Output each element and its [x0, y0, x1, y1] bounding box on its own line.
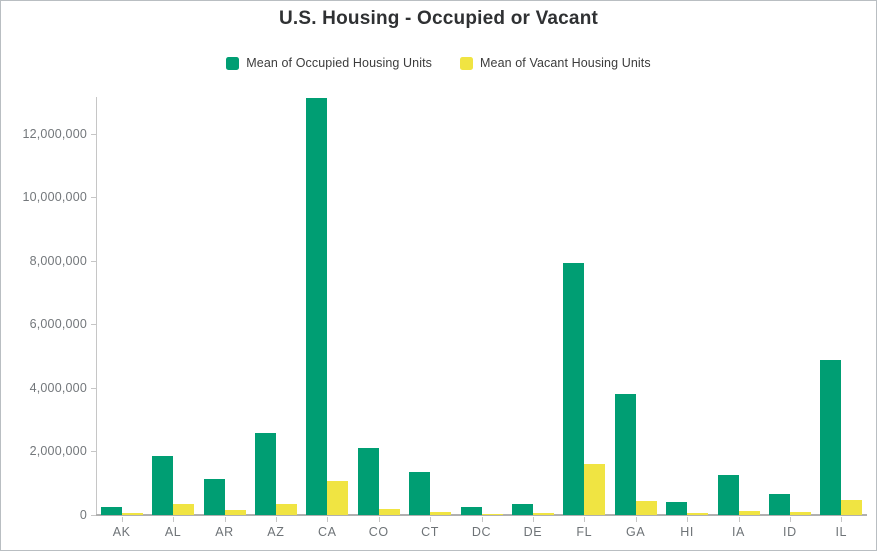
y-axis-tick: [91, 515, 96, 516]
bar-vacant-id[interactable]: [789, 512, 811, 515]
bar-vacant-ar[interactable]: [224, 510, 246, 515]
bar-occupied-hi[interactable]: [666, 502, 688, 515]
y-tick-label: 12,000,000: [22, 126, 87, 141]
legend-item-vacant[interactable]: Mean of Vacant Housing Units: [460, 56, 651, 70]
x-axis-tick: [841, 517, 843, 522]
x-axis-label-ca: CA: [318, 525, 337, 539]
x-axis-tick: [173, 517, 175, 522]
x-axis-label-fl: FL: [576, 525, 593, 539]
x-axis-label-ct: CT: [421, 525, 440, 539]
x-axis-tick: [532, 517, 534, 522]
y-tick-label: 8,000,000: [29, 253, 87, 268]
bar-vacant-ak[interactable]: [121, 513, 143, 515]
x-axis-label-id: ID: [783, 525, 797, 539]
x-axis-tick: [275, 517, 277, 522]
bar-occupied-id[interactable]: [768, 494, 790, 515]
x-axis-tick: [687, 517, 689, 522]
bar-vacant-fl[interactable]: [584, 464, 606, 515]
bar-vacant-ga[interactable]: [635, 501, 657, 515]
bar-vacant-ia[interactable]: [738, 511, 760, 515]
y-axis-tick: [91, 387, 96, 389]
legend-swatch-vacant-icon: [460, 56, 473, 70]
bar-occupied-ga[interactable]: [614, 394, 636, 515]
x-axis-tick: [584, 517, 586, 522]
y-tick-label: 10,000,000: [22, 190, 87, 205]
x-axis-tick: [378, 517, 380, 522]
y-axis-tick: [91, 197, 96, 199]
bar-occupied-az[interactable]: [254, 433, 276, 515]
y-axis-tick: [91, 451, 96, 453]
bar-occupied-ak[interactable]: [100, 507, 122, 515]
x-axis-label-il: IL: [835, 525, 848, 539]
bar-vacant-de[interactable]: [532, 513, 554, 515]
legend-item-occupied[interactable]: Mean of Occupied Housing Units: [226, 56, 432, 70]
y-tick-label: 6,000,000: [29, 317, 87, 332]
bar-occupied-dc[interactable]: [460, 507, 482, 515]
x-axis-label-ak: AK: [112, 525, 131, 539]
y-tick-label: 0: [79, 508, 87, 522]
x-axis-label-az: AZ: [267, 525, 285, 539]
x-axis-tick: [224, 517, 226, 522]
bar-occupied-co[interactable]: [357, 448, 379, 515]
bar-occupied-ct[interactable]: [409, 472, 431, 515]
x-axis-label-dc: DC: [471, 525, 492, 539]
x-axis-tick: [430, 517, 432, 522]
x-axis-line: [96, 514, 867, 516]
chart-title: U.S. Housing - Occupied or Vacant: [278, 8, 599, 29]
bar-occupied-al[interactable]: [152, 456, 174, 515]
bar-occupied-ia[interactable]: [717, 475, 739, 515]
y-axis-tick: [91, 133, 96, 135]
legend-label-vacant: Mean of Vacant Housing Units: [480, 56, 651, 70]
x-axis-tick: [738, 517, 740, 522]
x-axis-tick: [121, 517, 123, 522]
bar-occupied-de[interactable]: [511, 504, 533, 515]
x-axis-label-ar: AR: [215, 525, 234, 539]
bar-vacant-ca[interactable]: [327, 481, 349, 515]
bar-vacant-dc[interactable]: [481, 514, 503, 515]
y-tick-label: 2,000,000: [29, 444, 87, 459]
x-axis-tick: [635, 517, 637, 522]
bar-vacant-co[interactable]: [378, 509, 400, 515]
bar-vacant-al[interactable]: [173, 504, 195, 515]
bar-occupied-fl[interactable]: [563, 263, 585, 515]
x-axis-label-de: DE: [523, 525, 543, 539]
bar-vacant-az[interactable]: [275, 504, 297, 515]
x-axis-tick: [327, 517, 329, 522]
x-axis-label-ga: GA: [626, 525, 646, 539]
y-axis-tick: [91, 260, 96, 262]
x-axis-tick: [481, 517, 483, 522]
x-axis-label-co: CO: [368, 525, 389, 539]
legend-label-occupied: Mean of Occupied Housing Units: [246, 56, 432, 70]
bar-vacant-il[interactable]: [841, 500, 863, 515]
x-axis-tick: [789, 517, 791, 522]
x-axis-label-ia: IA: [731, 525, 745, 539]
bar-vacant-ct[interactable]: [430, 512, 452, 515]
bar-vacant-hi[interactable]: [687, 513, 709, 515]
x-axis-label-al: AL: [164, 525, 182, 539]
y-axis-tick: [91, 324, 96, 326]
y-tick-label: 4,000,000: [29, 380, 87, 395]
legend: Mean of Occupied Housing Units Mean of V…: [1, 56, 876, 70]
y-axis-line: [96, 97, 97, 515]
bar-occupied-il[interactable]: [820, 360, 842, 515]
x-axis-label-hi: HI: [680, 525, 694, 539]
bar-occupied-ca[interactable]: [306, 98, 328, 515]
legend-swatch-occupied-icon: [226, 56, 240, 70]
bar-occupied-ar[interactable]: [203, 479, 225, 515]
